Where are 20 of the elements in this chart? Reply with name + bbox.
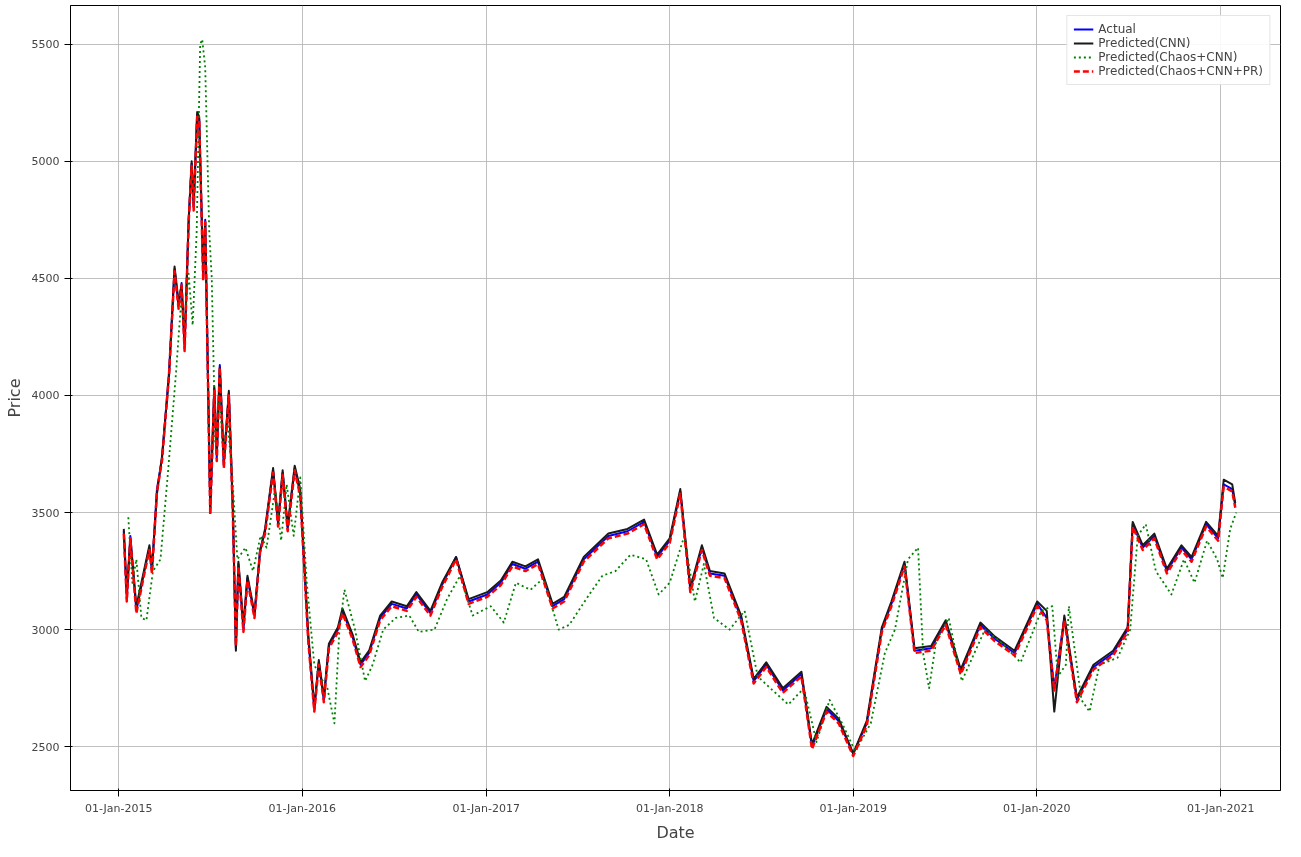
legend-label: Actual [1098,22,1136,36]
y-tick-label: 2500 [31,740,60,754]
y-tick-label: 4500 [31,272,60,286]
x-tick-label: 01-Jan-2021 [1186,801,1255,815]
x-tick-label: 01-Jan-2016 [268,801,336,815]
y-tick-label: 5000 [31,155,60,169]
legend-label: Predicted(CNN) [1098,36,1191,50]
x-tick-label: 01-Jan-2019 [819,801,887,815]
y-axis-title: Price [4,378,24,418]
y-tick-label: 4000 [31,389,60,403]
x-tick-label: 01-Jan-2015 [85,801,153,815]
y-tick-label: 3000 [31,623,60,637]
legend-label: Predicted(Chaos+CNN+PR) [1098,64,1263,78]
y-tick-label: 3500 [31,506,60,520]
y-tick-label: 5500 [31,38,60,52]
legend-label: Predicted(Chaos+CNN) [1098,50,1238,64]
x-tick-label: 01-Jan-2018 [635,801,704,815]
x-axis-title: Date [656,822,695,842]
x-tick-label: 01-Jan-2017 [452,801,520,815]
x-tick-label: 01-Jan-2020 [1002,801,1071,815]
